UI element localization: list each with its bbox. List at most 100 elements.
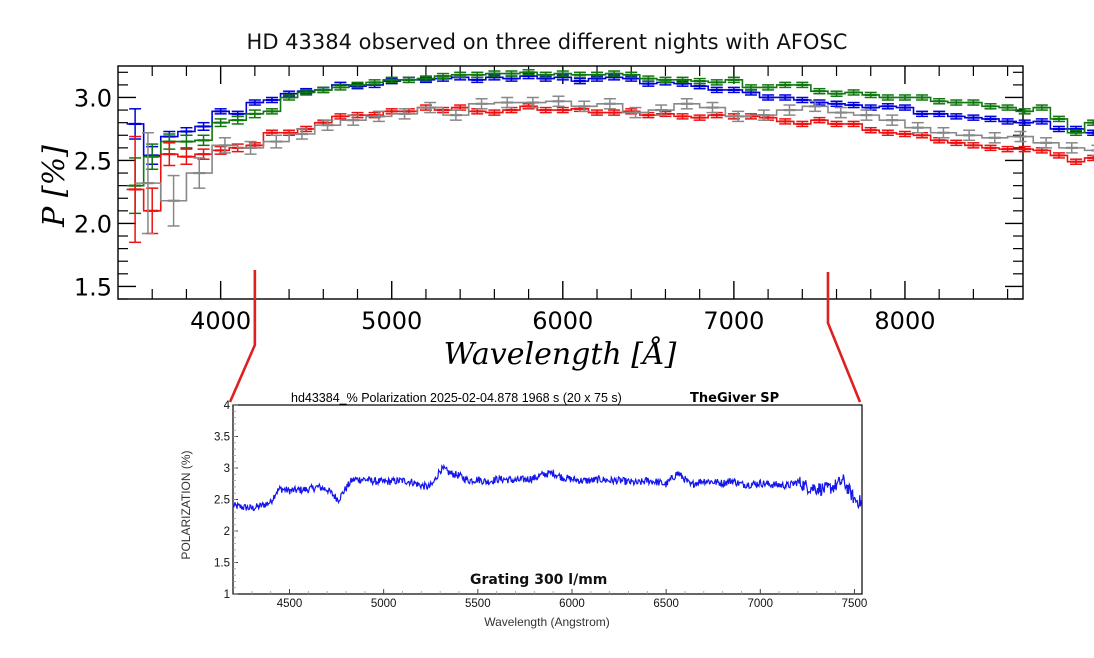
error-bar [898,94,911,101]
error-bar [488,74,501,81]
inset-x-tick-label: 7500 [842,598,868,610]
error-bar [1052,125,1065,133]
error-bar [334,113,347,120]
inset-title: hd43384_% Polarization 2025-02-04.878 19… [291,391,622,405]
top-y-tick-label: 2.5 [74,147,112,175]
error-bar [180,148,193,165]
inset-x-tick-label: 7000 [748,598,774,610]
error-bar [830,100,843,108]
error-bar [744,84,757,91]
top-series-group [126,69,1094,244]
error-bar [265,108,278,115]
error-bar [573,71,586,79]
error-bar [950,139,963,147]
error-bar [710,86,723,94]
error-bar [454,104,467,111]
inset-y-tick-label: 2.5 [214,495,230,507]
inset-polarization-line [232,463,863,512]
error-bar [141,132,154,235]
error-bar [1018,145,1031,153]
error-bar [180,134,193,149]
error-bar [488,109,501,116]
error-bar [881,94,894,101]
error-bar [1001,145,1014,153]
error-bar [984,103,997,110]
series-night-gray [135,95,1094,235]
error-bar [933,110,946,118]
error-bar [864,104,877,111]
inset-x-axis-label: Wavelength (Angstrom) [484,615,610,629]
error-bar [779,118,792,125]
inset-x-tick-label: 4500 [277,598,303,610]
top-y-axis-label: P [%] [37,145,72,228]
error-bar [347,114,360,126]
error-bar [1087,154,1094,162]
error-bar [881,129,894,137]
error-bar [950,113,963,120]
error-bar [556,70,569,77]
error-bar [1014,130,1027,143]
error-bar [214,118,227,128]
error-bar [556,106,569,114]
top-x-tick-label: 6000 [532,307,593,335]
error-bar [864,126,877,134]
inset-chart: hd43384_% Polarization 2025-02-04.878 19… [179,391,867,629]
top-y-axis: 1.5 2.0 2.5 3.0 [74,71,1023,301]
error-bar [847,120,860,128]
error-bar [744,89,757,96]
error-bar [591,71,604,79]
error-bar [625,71,638,79]
error-bar [608,70,621,77]
error-bar [757,109,770,121]
error-bar [505,106,518,114]
error-bar [988,132,1001,144]
top-y-tick-label: 1.5 [74,273,112,301]
error-bar [1091,144,1094,157]
error-bar [449,109,462,121]
error-bar [1018,108,1031,115]
error-bar [680,97,693,110]
error-bar [351,81,364,89]
error-bar [710,79,723,86]
error-bar [762,84,775,91]
error-bar [197,121,210,131]
error-bar [1087,129,1094,137]
inset-y-tick-label: 3 [224,463,230,475]
error-bar [710,111,723,119]
error-bar [1052,152,1065,159]
error-bar [1052,115,1065,123]
error-bar [727,86,740,94]
error-bar [1087,119,1094,126]
error-bar [437,72,450,80]
error-bar [967,114,980,121]
error-bar [881,103,894,110]
error-bar [693,114,706,121]
series-night-red [126,103,1094,244]
error-bar [911,121,924,134]
error-bar [1070,158,1083,165]
error-bar [1001,118,1014,125]
error-bar [265,96,278,104]
error-bar [783,104,796,116]
inset-x-axis: 4500 5000 5500 6000 6500 7000 7500 [251,589,868,610]
error-bar [283,94,296,101]
error-bar [488,70,501,77]
error-bar [642,75,655,82]
error-bar [129,135,142,244]
error-bar [471,76,484,84]
connector-right [826,272,862,403]
error-bar [830,90,843,97]
error-bar [591,109,604,116]
error-bar [526,96,539,109]
error-bar [454,71,467,79]
error-bar [1018,119,1031,126]
top-x-tick-label: 5000 [361,307,422,335]
error-bar [167,174,180,227]
error-bar [967,99,980,106]
error-bar [847,89,860,96]
error-bar [501,96,514,109]
inset-y-tick-label: 1.5 [214,558,230,570]
inset-y-tick-label: 4 [224,400,231,412]
top-x-axis-label: Wavelength [Å] [444,336,677,372]
